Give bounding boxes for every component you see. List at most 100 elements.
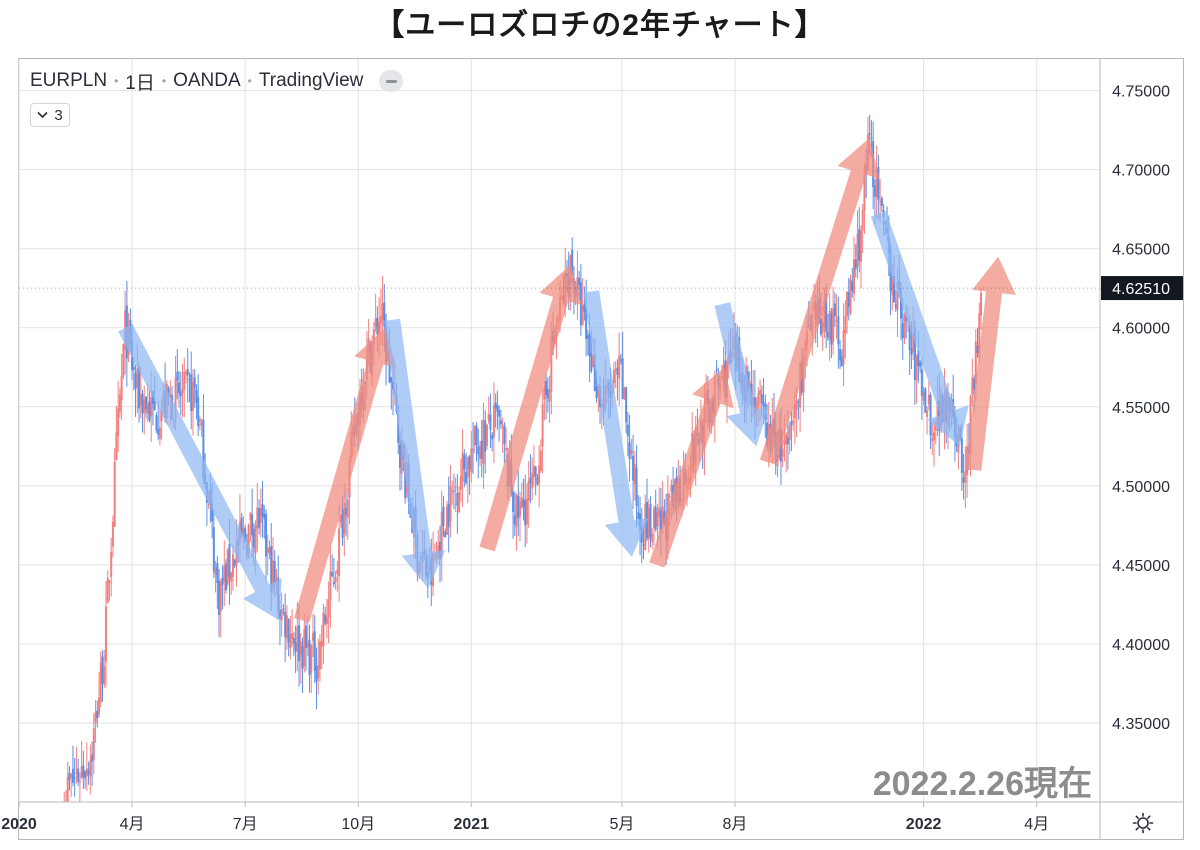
candle-body — [538, 465, 541, 484]
candle-body — [249, 513, 252, 521]
candle — [331, 554, 334, 578]
candle-body — [98, 697, 101, 715]
candle — [482, 402, 485, 489]
candle — [444, 528, 447, 538]
candle-body — [498, 410, 501, 417]
candle-body — [550, 337, 553, 392]
candle-body — [630, 450, 633, 454]
candle — [157, 402, 160, 441]
legend-interval[interactable]: 1日 — [125, 72, 155, 94]
candle — [249, 511, 252, 543]
candle — [632, 434, 635, 509]
candle-body — [449, 485, 452, 522]
candle — [475, 422, 478, 462]
legend-source: OANDA — [173, 70, 241, 91]
indicator-count: 3 — [54, 106, 63, 124]
candle-body — [223, 566, 226, 582]
candle-body — [973, 378, 976, 390]
candle — [715, 359, 718, 375]
candle-body — [501, 427, 504, 429]
candle — [284, 593, 287, 662]
candle-body — [167, 388, 170, 398]
candle-body — [378, 322, 381, 334]
candle — [447, 476, 450, 553]
candle — [266, 534, 269, 576]
candle-body — [482, 419, 485, 465]
candle — [839, 340, 842, 369]
candle-body — [440, 511, 443, 558]
candle — [877, 154, 880, 220]
candle — [216, 556, 219, 609]
candle-body — [962, 477, 965, 483]
candle — [875, 145, 878, 219]
candle — [512, 484, 515, 539]
candle-body — [138, 366, 141, 409]
candle-body — [329, 571, 332, 600]
legend-symbol[interactable]: EURPLN — [30, 70, 108, 91]
candle-body — [398, 444, 401, 468]
candle-body — [759, 390, 762, 395]
candle-body — [978, 313, 981, 359]
candle-body — [259, 508, 262, 523]
candle — [324, 606, 327, 626]
candle-body — [75, 772, 78, 774]
candle-body — [252, 529, 255, 548]
candle-body — [969, 396, 972, 453]
candle-body — [157, 429, 160, 435]
candle-body — [278, 609, 281, 619]
candle-body — [308, 639, 311, 676]
candle — [853, 236, 856, 302]
candle-body — [287, 619, 290, 643]
candle-body — [324, 614, 327, 624]
current-price-badge-bg — [1101, 276, 1183, 301]
candle-body — [198, 419, 201, 422]
candle-body — [781, 449, 784, 457]
candle — [489, 393, 492, 449]
candle-body — [546, 388, 549, 399]
candle — [185, 369, 188, 384]
candle — [654, 489, 657, 532]
candle — [646, 478, 649, 542]
candle-body — [785, 434, 788, 445]
candle-body — [445, 506, 448, 535]
candle-body — [77, 768, 80, 782]
candle — [797, 398, 800, 420]
candle-body — [844, 316, 847, 334]
candle — [440, 490, 443, 582]
legend-hide-button[interactable] — [379, 70, 404, 92]
candle-body — [494, 402, 497, 409]
candle — [193, 369, 196, 408]
candle — [501, 417, 504, 453]
candle-body — [221, 577, 224, 585]
candle — [458, 486, 461, 514]
indicator-toggle-button[interactable]: 3 — [30, 103, 70, 127]
candle — [578, 271, 581, 300]
candle-body — [578, 278, 581, 286]
candle — [835, 293, 838, 339]
candle — [840, 349, 843, 367]
candle-body — [200, 422, 203, 426]
candle-body — [919, 361, 922, 367]
candle-body — [797, 400, 800, 403]
candle-body — [339, 515, 342, 523]
candle-body — [880, 198, 883, 206]
candle-body — [338, 528, 341, 576]
candle — [338, 504, 341, 602]
candle — [225, 559, 228, 594]
candle-body — [195, 389, 198, 403]
candle — [785, 431, 788, 473]
candle — [933, 419, 936, 467]
candle — [329, 547, 332, 628]
candle-body — [305, 625, 308, 649]
candle-body — [652, 508, 655, 528]
chart-settings-button[interactable] — [1130, 810, 1156, 836]
candle-body — [856, 233, 859, 267]
candle — [894, 289, 897, 312]
candle — [212, 509, 215, 579]
candle — [619, 353, 622, 365]
candle-body — [303, 629, 306, 666]
candle-body — [284, 611, 287, 638]
candle-body — [258, 507, 261, 528]
candle — [477, 428, 480, 479]
